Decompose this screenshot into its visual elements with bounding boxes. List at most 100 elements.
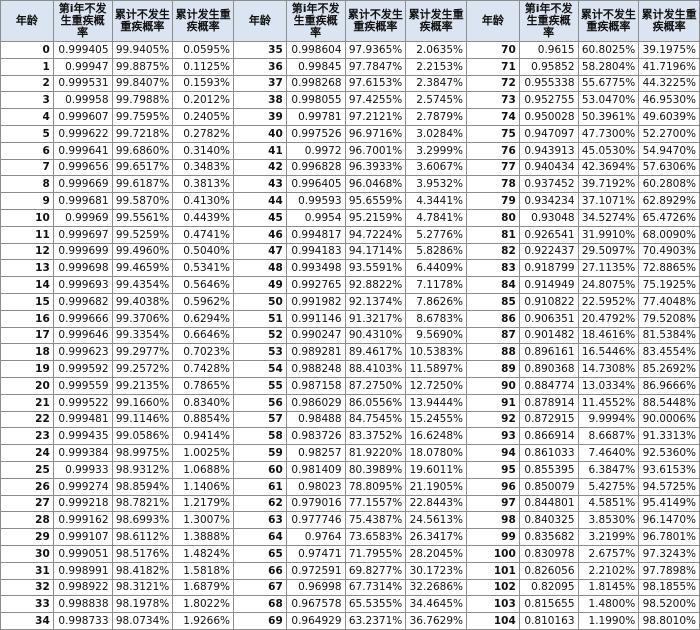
age-cell: 76	[467, 142, 519, 159]
value-cell: 99.4659%	[112, 260, 173, 277]
value-cell: 0.947097	[519, 126, 578, 142]
age-cell: 64	[234, 529, 286, 545]
value-cell: 65.4726%	[639, 210, 699, 226]
value-cell: 0.914949	[519, 277, 578, 293]
value-cell: 91.3217%	[345, 310, 406, 327]
value-cell: 7.4640%	[578, 445, 639, 461]
value-cell: 98.4182%	[112, 562, 173, 579]
value-cell: 67.7314%	[345, 579, 406, 596]
value-cell: 0.844801	[519, 495, 578, 512]
value-cell: 81.5384%	[639, 327, 699, 344]
value-cell: 16.6248%	[406, 428, 466, 445]
value-cell: 92.1374%	[345, 294, 406, 310]
value-cell: 99.2977%	[112, 344, 173, 361]
value-cell: 24.8075%	[578, 277, 639, 293]
age-cell: 77	[467, 159, 519, 176]
value-cell: 0.997526	[286, 126, 345, 142]
value-cell: 5.4275%	[578, 478, 639, 495]
value-cell: 72.8865%	[639, 260, 699, 277]
age-cell: 92	[467, 411, 519, 428]
value-cell: 19.6011%	[406, 462, 466, 478]
value-cell: 1.6879%	[173, 579, 233, 596]
value-cell: 98.8594%	[112, 478, 173, 495]
value-cell: 2.2102%	[578, 562, 639, 579]
column-header: 累计发生重疾概率	[406, 1, 466, 41]
value-cell: 47.7300%	[578, 126, 639, 142]
age-cell: 12	[1, 243, 53, 260]
age-cell: 53	[234, 344, 286, 361]
value-cell: 77.1557%	[345, 495, 406, 512]
column-header: 累计发生重疾概率	[173, 1, 233, 41]
value-cell: 29.5097%	[578, 243, 639, 260]
value-cell: 0.943913	[519, 142, 578, 159]
value-cell: 0.999666	[53, 310, 112, 327]
age-cell: 30	[1, 546, 53, 562]
value-cell: 0.986029	[286, 394, 345, 411]
value-cell: 15.2455%	[406, 411, 466, 428]
value-cell: 0.981409	[286, 462, 345, 478]
age-cell: 102	[467, 579, 519, 596]
value-cell: 0.994183	[286, 243, 345, 260]
value-cell: 0.937452	[519, 176, 578, 193]
value-cell: 0.999405	[53, 42, 112, 58]
value-cell: 0.999641	[53, 142, 112, 159]
value-cell: 0.934234	[519, 193, 578, 209]
value-cell: 0.826056	[519, 562, 578, 579]
value-cell: 0.998733	[53, 613, 112, 629]
value-cell: 77.4048%	[639, 294, 699, 310]
value-cell: 0.999698	[53, 260, 112, 277]
value-cell: 31.9910%	[578, 226, 639, 243]
value-cell: 2.0635%	[406, 42, 466, 58]
value-cell: 99.1146%	[112, 411, 173, 428]
value-cell: 99.8875%	[112, 58, 173, 75]
value-cell: 88.5448%	[639, 394, 699, 411]
age-cell: 14	[1, 277, 53, 293]
value-cell: 0.950028	[519, 109, 578, 125]
value-cell: 3.2999%	[406, 142, 466, 159]
age-cell: 96	[467, 478, 519, 495]
value-cell: 0.878914	[519, 394, 578, 411]
value-cell: 0.0595%	[173, 42, 233, 58]
age-cell: 69	[234, 613, 286, 629]
value-cell: 46.9530%	[639, 92, 699, 109]
value-cell: 54.9470%	[639, 142, 699, 159]
value-cell: 96.1470%	[639, 512, 699, 529]
value-cell: 21.1905%	[406, 478, 466, 495]
value-cell: 0.82095	[519, 579, 578, 596]
value-cell: 78.8095%	[345, 478, 406, 495]
value-cell: 0.815655	[519, 596, 578, 613]
age-cell: 17	[1, 327, 53, 344]
value-cell: 80.3989%	[345, 462, 406, 478]
value-cell: 85.2692%	[639, 361, 699, 377]
value-cell: 0.9764	[286, 529, 345, 545]
value-cell: 95.4149%	[639, 495, 699, 512]
value-cell: 99.7988%	[112, 92, 173, 109]
value-cell: 0.999623	[53, 344, 112, 361]
age-cell: 74	[467, 109, 519, 125]
value-cell: 58.2804%	[578, 58, 639, 75]
value-cell: 0.999669	[53, 176, 112, 193]
value-cell: 39.1975%	[639, 42, 699, 58]
value-cell: 99.7218%	[112, 126, 173, 142]
age-cell: 56	[234, 394, 286, 411]
value-cell: 97.2121%	[345, 109, 406, 125]
value-cell: 1.3007%	[173, 512, 233, 529]
value-cell: 99.8407%	[112, 75, 173, 92]
age-cell: 23	[1, 428, 53, 445]
value-cell: 0.999559	[53, 378, 112, 394]
value-cell: 99.6860%	[112, 142, 173, 159]
value-cell: 8.6783%	[406, 310, 466, 327]
value-cell: 99.0586%	[112, 428, 173, 445]
age-cell: 81	[467, 226, 519, 243]
value-cell: 16.5446%	[578, 344, 639, 361]
value-cell: 49.6039%	[639, 109, 699, 125]
value-cell: 9.9994%	[578, 411, 639, 428]
value-cell: 91.3313%	[639, 428, 699, 445]
age-cell: 73	[467, 92, 519, 109]
value-cell: 96.7801%	[639, 529, 699, 545]
age-cell: 25	[1, 462, 53, 478]
value-cell: 0.940434	[519, 159, 578, 176]
value-cell: 0.999107	[53, 529, 112, 545]
value-cell: 0.998268	[286, 75, 345, 92]
age-cell: 103	[467, 596, 519, 613]
